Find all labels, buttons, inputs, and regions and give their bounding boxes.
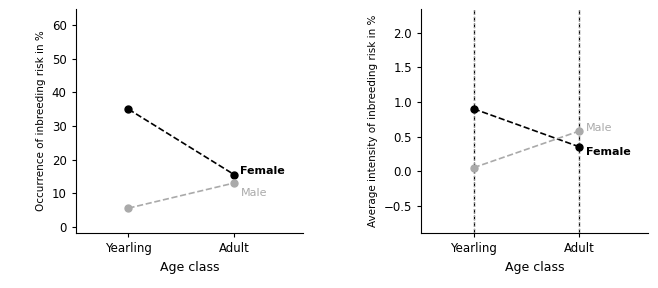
X-axis label: Age class: Age class <box>505 261 565 274</box>
Text: Female: Female <box>240 166 286 176</box>
Y-axis label: Occurrence of inbreeding risk in %: Occurrence of inbreeding risk in % <box>36 31 46 211</box>
Y-axis label: Average intensity of inbreeding risk in %: Average intensity of inbreeding risk in … <box>368 15 378 227</box>
X-axis label: Age class: Age class <box>159 261 219 274</box>
Text: Female: Female <box>586 147 630 157</box>
Text: Male: Male <box>240 188 267 198</box>
Text: Male: Male <box>586 122 613 132</box>
